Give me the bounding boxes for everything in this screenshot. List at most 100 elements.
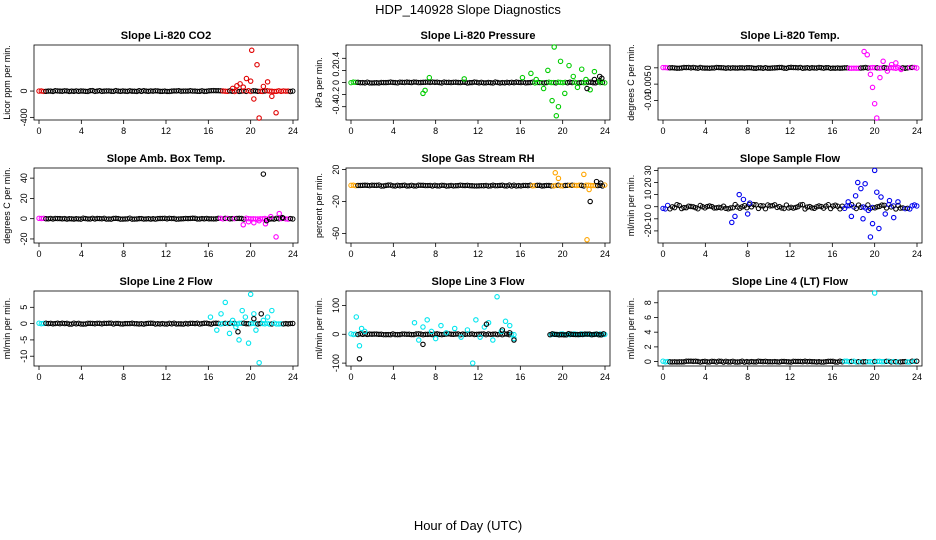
y-tick-label: 0 xyxy=(643,359,653,364)
data-point xyxy=(845,199,851,205)
data-point xyxy=(566,62,572,69)
data-point xyxy=(584,85,590,92)
y-tick-label: -20 xyxy=(19,232,29,245)
data-point xyxy=(876,225,882,232)
y-tick-label: 0 xyxy=(643,204,653,209)
x-tick-label: 12 xyxy=(161,249,171,259)
data-point xyxy=(245,218,252,225)
data-point xyxy=(273,234,279,240)
y-axis-label: kPa per min. xyxy=(314,57,324,108)
data-point xyxy=(424,317,430,323)
x-tick-label: 24 xyxy=(600,126,610,136)
data-point xyxy=(458,334,464,340)
data-point xyxy=(506,330,513,336)
x-tick-label: 12 xyxy=(473,372,483,382)
data-point xyxy=(893,60,899,66)
x-tick-label: 16 xyxy=(203,372,213,382)
data-point xyxy=(494,294,500,300)
x-tick-label: 12 xyxy=(785,249,795,259)
data-point xyxy=(229,317,236,324)
baseline-point xyxy=(290,320,296,327)
baseline-point xyxy=(911,358,918,365)
data-point xyxy=(263,217,270,224)
baseline-point xyxy=(669,204,676,210)
x-tick-label: 8 xyxy=(433,249,438,259)
data-point xyxy=(555,175,562,182)
chart-title: Slope Li-820 Temp. xyxy=(740,30,839,42)
data-point xyxy=(506,322,513,329)
plot-frame xyxy=(345,290,611,367)
y-axis-label: ml/min per min. xyxy=(626,175,636,237)
plot-frame xyxy=(33,44,299,121)
data-point xyxy=(422,87,428,94)
data-point xyxy=(878,194,884,200)
baseline-point xyxy=(790,205,797,211)
baseline-point xyxy=(287,88,294,95)
x-tick-label: 0 xyxy=(660,126,665,136)
data-point xyxy=(877,74,883,81)
data-point xyxy=(242,314,249,320)
y-tick-label: -10 xyxy=(643,212,653,225)
x-tick-label: 4 xyxy=(703,126,708,136)
x-tick-label: 24 xyxy=(600,372,610,382)
y-tick-label: -0.005 xyxy=(643,71,653,97)
data-point xyxy=(469,360,476,366)
baseline-point xyxy=(797,202,804,208)
data-point xyxy=(874,115,880,121)
data-point xyxy=(502,318,509,325)
y-tick-label: 20 xyxy=(331,165,341,175)
x-tick-label: 16 xyxy=(515,126,525,136)
baseline-point xyxy=(800,201,806,208)
y-tick-label: 40 xyxy=(19,173,29,183)
data-point xyxy=(886,197,893,204)
data-point xyxy=(420,324,426,330)
data-point xyxy=(229,85,236,92)
baseline-point xyxy=(727,205,734,211)
data-point xyxy=(247,291,254,298)
data-point xyxy=(279,214,286,221)
baseline-point xyxy=(762,205,769,212)
y-tick-label: -10 xyxy=(19,350,29,363)
y-tick-label: -60 xyxy=(331,227,341,240)
y-tick-label: -100 xyxy=(331,354,341,372)
x-tick-label: 16 xyxy=(827,126,837,136)
plot-frame xyxy=(657,290,923,367)
data-point xyxy=(865,207,872,214)
x-tick-label: 0 xyxy=(36,126,41,136)
data-point xyxy=(540,85,547,92)
x-tick-label: 8 xyxy=(433,372,438,382)
data-point xyxy=(862,180,868,187)
data-point xyxy=(581,171,587,178)
x-tick-label: 4 xyxy=(79,126,84,136)
data-point xyxy=(570,73,576,80)
baseline-point xyxy=(681,204,687,211)
x-tick-label: 20 xyxy=(246,372,256,382)
x-tick-label: 20 xyxy=(246,249,256,259)
x-tick-label: 20 xyxy=(870,372,880,382)
baseline-point xyxy=(874,204,880,210)
y-tick-label: 30 xyxy=(643,165,653,175)
data-point xyxy=(258,311,264,317)
data-point xyxy=(473,317,479,323)
data-point xyxy=(578,66,585,72)
y-tick-label: 20 xyxy=(643,178,653,188)
x-tick-label: 8 xyxy=(121,126,126,136)
y-axis-label: ml/min per min. xyxy=(2,298,12,360)
data-point xyxy=(499,327,506,333)
y-tick-label: 0 xyxy=(19,321,29,326)
x-tick-label: 12 xyxy=(785,372,795,382)
chart-panel-9: Slope Line 4 (LT) Flow ml/min per min. 0 4 8… xyxy=(626,276,923,382)
y-axis-label: degrees C per min. xyxy=(2,167,12,244)
data-point xyxy=(256,217,262,224)
data-point xyxy=(420,341,426,348)
data-point xyxy=(464,327,471,333)
chart-panel-4: Slope Amb. Box Temp. degrees C per min. 0 4… xyxy=(2,153,299,259)
data-point xyxy=(251,96,257,102)
y-axis-label: percent per min. xyxy=(314,173,324,238)
data-point xyxy=(451,325,458,332)
y-tick-label: 0 xyxy=(331,332,341,337)
baseline-point xyxy=(911,64,918,71)
data-point xyxy=(415,337,422,343)
x-tick-label: 16 xyxy=(827,249,837,259)
data-point xyxy=(557,58,564,65)
